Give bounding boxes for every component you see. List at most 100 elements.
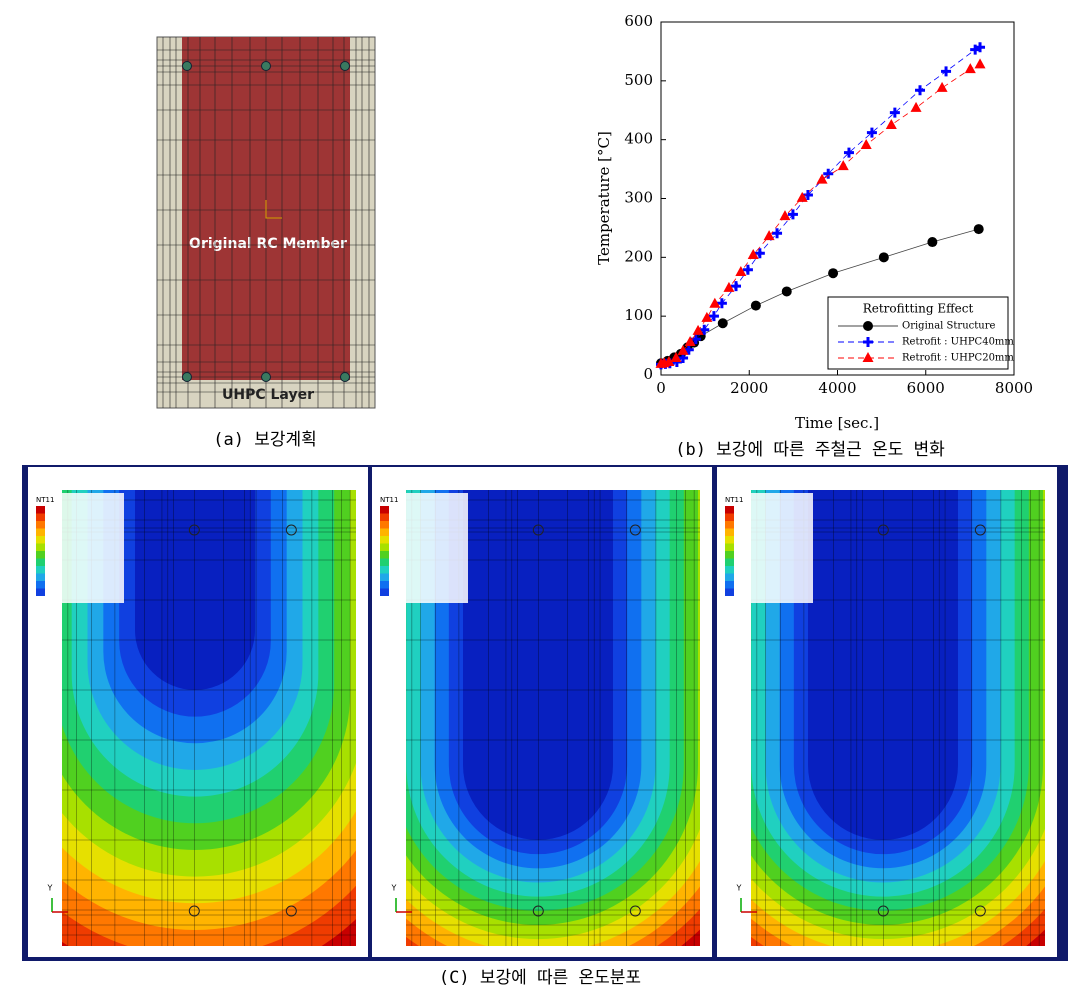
legend-label: Retrofit : UHPC40mm xyxy=(902,337,1014,348)
marker xyxy=(787,209,798,220)
caption: (C) 보강에 따른 온도분포 xyxy=(439,968,641,988)
legend-box xyxy=(376,493,468,603)
legend-swatch xyxy=(725,543,734,551)
legend-title: Retrofitting Effect xyxy=(863,302,974,316)
rebar xyxy=(629,524,641,536)
marker xyxy=(837,160,849,171)
marker xyxy=(663,356,675,367)
x-tick-label: 6000 xyxy=(907,379,945,397)
rebar xyxy=(532,905,544,917)
rebar xyxy=(629,905,641,917)
y-tick-label: 0 xyxy=(643,365,653,383)
contour xyxy=(406,490,700,946)
marker xyxy=(796,191,808,202)
rebar xyxy=(877,905,889,917)
legend-swatch xyxy=(36,573,45,581)
legend-swatch xyxy=(36,506,45,514)
legend-marker xyxy=(863,321,873,331)
legend-marker xyxy=(863,337,873,347)
marker xyxy=(716,298,727,309)
rebar xyxy=(285,524,297,536)
marker xyxy=(763,230,775,241)
legend-swatch xyxy=(725,513,734,521)
marker xyxy=(684,336,696,347)
legend-marker xyxy=(862,352,874,362)
legend-swatch xyxy=(36,566,45,574)
legend-swatch xyxy=(725,528,734,536)
marker xyxy=(735,266,747,277)
viewport-title: Viewport: 3 ODB: c:/Temp/NRF-HT-05.odb xyxy=(804,471,969,480)
rebar xyxy=(340,372,350,382)
y-tick-label: 200 xyxy=(624,247,653,265)
legend-swatch xyxy=(725,573,734,581)
y-tick-label: 300 xyxy=(624,189,653,207)
contour-band xyxy=(135,490,255,690)
legend-title: NT11 xyxy=(36,496,54,504)
y-tick-label: 600 xyxy=(624,12,653,30)
marker xyxy=(843,147,854,158)
legend-swatch xyxy=(380,536,389,544)
rebar xyxy=(974,524,986,536)
legend-swatch xyxy=(36,543,45,551)
x-tick-label: 0 xyxy=(656,379,666,397)
marker xyxy=(910,101,922,112)
viewport: Viewport: 3 ODB: c:/Temp/NRF-HT-05.odb NT… xyxy=(717,467,1057,957)
marker xyxy=(708,311,719,322)
legend-swatch xyxy=(380,551,389,559)
rebar xyxy=(182,61,192,71)
x-tick-label: 4000 xyxy=(818,379,856,397)
marker xyxy=(941,66,952,77)
legend-box xyxy=(827,296,1009,370)
marker xyxy=(670,351,682,362)
panel-b: Time [sec.] Temperature [°C] Retrofittin… xyxy=(595,12,1033,460)
legend-marker xyxy=(863,337,873,347)
marker xyxy=(692,324,704,335)
legend-swatch xyxy=(36,551,45,559)
axis-label: Y xyxy=(47,884,53,893)
rebar xyxy=(877,524,889,536)
legend-swatch xyxy=(380,513,389,521)
legend-swatch xyxy=(725,581,734,589)
rebar xyxy=(261,372,271,382)
legend-swatch xyxy=(36,536,45,544)
marker xyxy=(747,248,759,259)
rebar xyxy=(340,61,350,71)
y-axis-label: Temperature [°C] xyxy=(595,131,613,265)
marker xyxy=(750,300,761,311)
marker xyxy=(828,268,839,279)
marker xyxy=(975,42,986,53)
viewport: Viewport: 1 ODB: c:/Temp/NRF-HT-03.odb NT… xyxy=(28,467,368,957)
legend-box xyxy=(32,493,124,603)
marker xyxy=(802,189,813,200)
marker xyxy=(779,210,791,221)
marker xyxy=(723,281,735,292)
marker xyxy=(677,344,689,355)
contour-band xyxy=(808,490,958,840)
rebar xyxy=(188,524,200,536)
y-tick-label: 400 xyxy=(624,130,653,148)
label: Original RC Member xyxy=(189,236,347,252)
legend-swatch xyxy=(36,588,45,596)
rebar xyxy=(188,905,200,917)
marker xyxy=(754,248,765,259)
marker xyxy=(974,58,986,69)
marker xyxy=(823,168,834,179)
legend-swatch xyxy=(725,521,734,529)
panel-a: Original RC Member UHPC Layer (a) 보강계획 xyxy=(156,36,376,450)
rebar xyxy=(261,61,271,71)
x-tick-label: 8000 xyxy=(995,379,1033,397)
legend-box xyxy=(721,493,813,603)
marker xyxy=(731,281,742,292)
marker xyxy=(889,107,900,118)
legend-swatch xyxy=(725,506,734,514)
marker xyxy=(717,318,728,329)
label: UHPC Layer xyxy=(222,387,314,403)
axis-label: Y xyxy=(736,884,742,893)
caption: (a) 보강계획 xyxy=(213,430,317,450)
marker xyxy=(781,286,792,297)
legend-swatch xyxy=(725,566,734,574)
marker xyxy=(699,324,710,335)
contour-band xyxy=(463,490,613,840)
axis-triad xyxy=(265,200,282,219)
